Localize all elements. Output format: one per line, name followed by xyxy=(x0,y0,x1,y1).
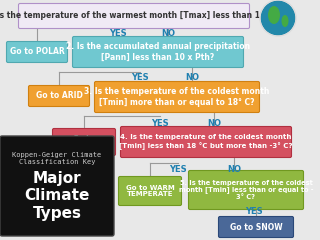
Text: 4. Is the temperature of the coldest month
[Tmin] less than 18 °C but more than : 4. Is the temperature of the coldest mon… xyxy=(119,134,293,150)
Text: 5. Is the temperature of the coldest
month [Tmin] less than or equal to -
3° C?: 5. Is the temperature of the coldest mon… xyxy=(179,180,313,200)
Text: Go to
EQUATORIAL: Go to EQUATORIAL xyxy=(59,136,109,149)
FancyBboxPatch shape xyxy=(94,82,260,113)
Ellipse shape xyxy=(282,15,289,27)
Text: YES: YES xyxy=(245,208,263,216)
FancyBboxPatch shape xyxy=(0,136,114,236)
Text: YES: YES xyxy=(109,29,127,37)
FancyBboxPatch shape xyxy=(73,36,244,67)
Text: NO: NO xyxy=(185,73,199,83)
Text: Major
Climate
Types: Major Climate Types xyxy=(24,171,90,221)
FancyBboxPatch shape xyxy=(52,128,116,156)
Text: Koppen-Geiger Climate
Classification Key: Koppen-Geiger Climate Classification Key xyxy=(12,152,102,165)
Text: 3. Is the temperature of the coldest month
[Tmin] more than or equal to 18° C?: 3. Is the temperature of the coldest mon… xyxy=(84,87,270,107)
Text: NO: NO xyxy=(207,119,221,127)
FancyBboxPatch shape xyxy=(121,126,292,157)
Text: NO: NO xyxy=(161,29,175,37)
Text: Go to WARM
TEMPERATE: Go to WARM TEMPERATE xyxy=(126,185,174,198)
Text: 1. Is the temperature of the warmest month [Tmax] less than 10° C?: 1. Is the temperature of the warmest mon… xyxy=(0,12,282,20)
Text: YES: YES xyxy=(169,166,187,174)
FancyBboxPatch shape xyxy=(118,176,181,205)
FancyBboxPatch shape xyxy=(219,216,293,238)
FancyBboxPatch shape xyxy=(19,4,250,29)
Text: 2. Is the accumulated annual precipitation
[Pann] less than 10 x Pth?: 2. Is the accumulated annual precipitati… xyxy=(66,42,250,62)
Text: YES: YES xyxy=(131,73,149,83)
FancyBboxPatch shape xyxy=(28,85,90,107)
Text: Go to ARID: Go to ARID xyxy=(36,91,83,101)
Text: Go to SNOW: Go to SNOW xyxy=(230,222,282,232)
Ellipse shape xyxy=(268,6,280,24)
Text: YES: YES xyxy=(151,119,169,127)
FancyBboxPatch shape xyxy=(188,170,303,210)
Text: Go to POLAR: Go to POLAR xyxy=(10,48,64,56)
FancyBboxPatch shape xyxy=(6,42,68,62)
Text: NO: NO xyxy=(227,166,241,174)
Circle shape xyxy=(260,0,296,36)
